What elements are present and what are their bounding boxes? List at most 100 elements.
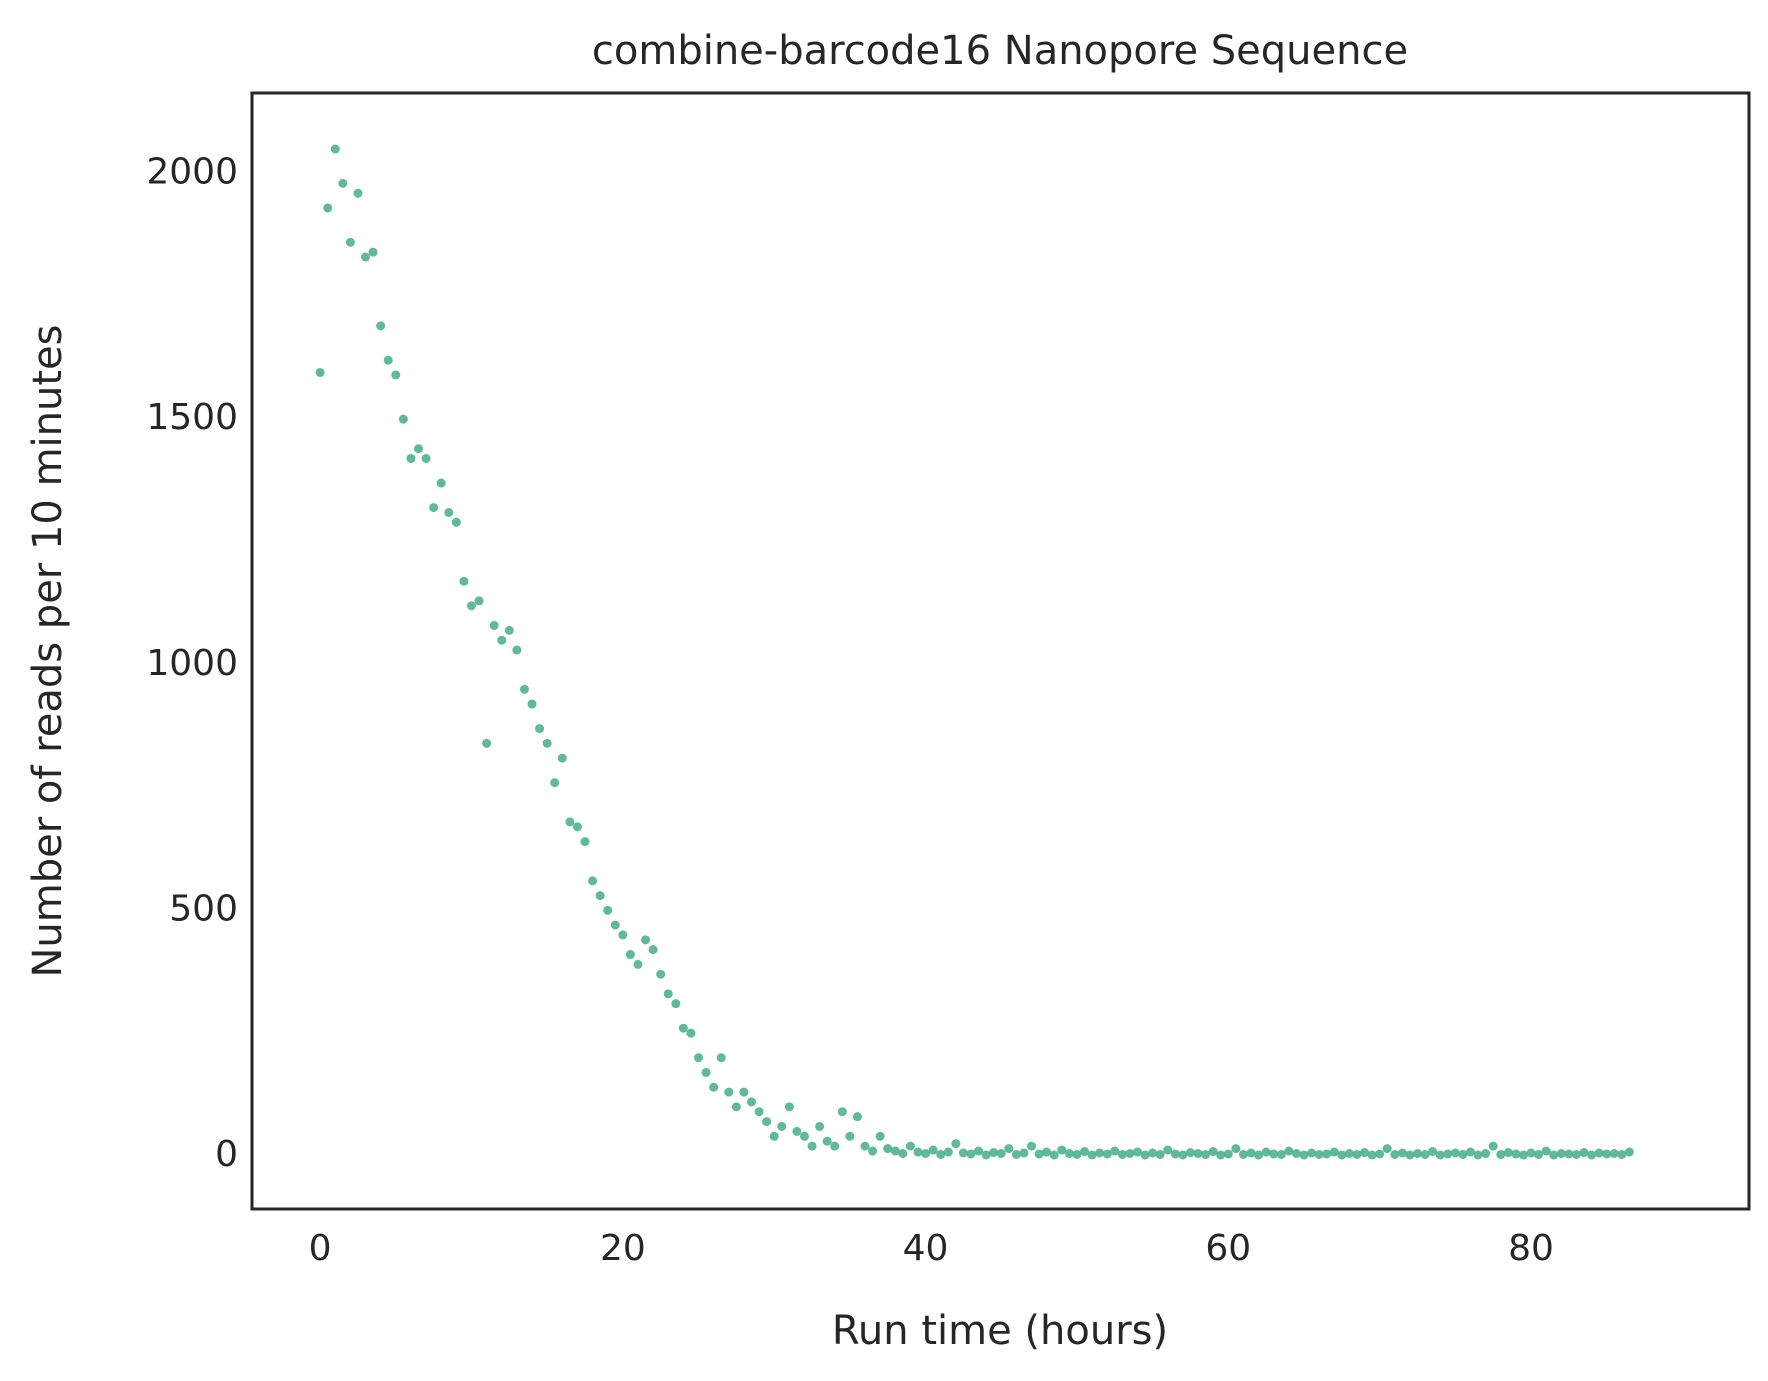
point <box>784 1102 794 1112</box>
point <box>1360 1148 1370 1158</box>
point <box>535 724 545 734</box>
point <box>610 920 620 930</box>
y-tick-label: 1000 <box>146 643 238 684</box>
point <box>815 1121 825 1131</box>
point <box>1004 1144 1014 1154</box>
point <box>1155 1149 1165 1159</box>
point <box>368 247 378 257</box>
point <box>512 645 522 655</box>
x-axis-label: Run time (hours) <box>832 1308 1168 1354</box>
point <box>1624 1147 1634 1157</box>
point <box>1057 1145 1067 1155</box>
point <box>482 738 492 748</box>
point <box>656 969 666 979</box>
point <box>860 1141 870 1151</box>
point <box>330 144 340 154</box>
point <box>1503 1148 1513 1158</box>
point <box>1163 1145 1173 1155</box>
point <box>777 1121 787 1131</box>
point <box>1556 1148 1566 1158</box>
point <box>663 989 673 999</box>
point <box>1201 1149 1211 1159</box>
point <box>974 1146 984 1156</box>
point <box>353 188 363 198</box>
point <box>1465 1147 1475 1157</box>
point <box>1178 1150 1188 1160</box>
point <box>1458 1149 1468 1159</box>
point <box>1587 1150 1597 1160</box>
point <box>1609 1148 1619 1158</box>
point <box>625 950 635 960</box>
point <box>1019 1148 1029 1158</box>
point <box>1571 1149 1581 1159</box>
point <box>1170 1149 1180 1159</box>
point <box>898 1148 908 1158</box>
point <box>497 635 507 645</box>
point <box>1102 1149 1112 1159</box>
point <box>1276 1149 1286 1159</box>
point <box>1117 1149 1127 1159</box>
point <box>830 1141 840 1151</box>
point <box>633 959 643 969</box>
point <box>709 1082 719 1092</box>
y-tick-label: 0 <box>215 1134 238 1175</box>
chart-title: combine-barcode16 Nanopore Sequence <box>592 28 1408 74</box>
x-tick-label: 80 <box>1508 1228 1554 1269</box>
point <box>398 414 408 424</box>
point <box>572 822 582 832</box>
point <box>754 1107 764 1117</box>
point <box>1443 1149 1453 1159</box>
point <box>1246 1148 1256 1158</box>
point <box>1080 1147 1090 1157</box>
point <box>406 453 416 463</box>
point <box>996 1148 1006 1158</box>
point <box>1322 1149 1332 1159</box>
point <box>565 817 575 827</box>
point <box>1064 1148 1074 1158</box>
point <box>913 1147 923 1157</box>
point <box>799 1131 809 1141</box>
point <box>459 576 469 586</box>
point <box>1473 1150 1483 1160</box>
point <box>557 753 567 763</box>
point <box>466 601 476 611</box>
point <box>936 1149 946 1159</box>
point <box>1314 1149 1324 1159</box>
point <box>1511 1149 1521 1159</box>
point <box>361 252 371 262</box>
point <box>1405 1150 1415 1160</box>
x-tick-label: 60 <box>1205 1228 1251 1269</box>
point <box>739 1087 749 1097</box>
point <box>1042 1147 1052 1157</box>
point <box>921 1148 931 1158</box>
point <box>890 1146 900 1156</box>
point <box>686 1028 696 1038</box>
point <box>414 444 424 454</box>
point <box>1541 1146 1551 1156</box>
point <box>1413 1148 1423 1158</box>
point <box>1602 1149 1612 1159</box>
point <box>1534 1149 1544 1159</box>
point <box>421 453 431 463</box>
y-tick-label: 500 <box>169 888 238 929</box>
point <box>1110 1146 1120 1156</box>
point <box>1284 1146 1294 1156</box>
point <box>1435 1150 1445 1160</box>
y-tick-label: 1500 <box>146 397 238 438</box>
point <box>883 1144 893 1154</box>
point <box>822 1136 832 1146</box>
point <box>376 321 386 331</box>
point <box>1261 1147 1271 1157</box>
point <box>1397 1148 1407 1158</box>
point <box>1231 1144 1241 1154</box>
point <box>338 178 348 188</box>
point <box>678 1023 688 1033</box>
point <box>1125 1148 1135 1158</box>
point <box>966 1149 976 1159</box>
point <box>1291 1148 1301 1158</box>
point <box>1352 1149 1362 1159</box>
point <box>504 625 514 635</box>
point <box>701 1067 711 1077</box>
point <box>1269 1149 1279 1159</box>
point <box>868 1146 878 1156</box>
